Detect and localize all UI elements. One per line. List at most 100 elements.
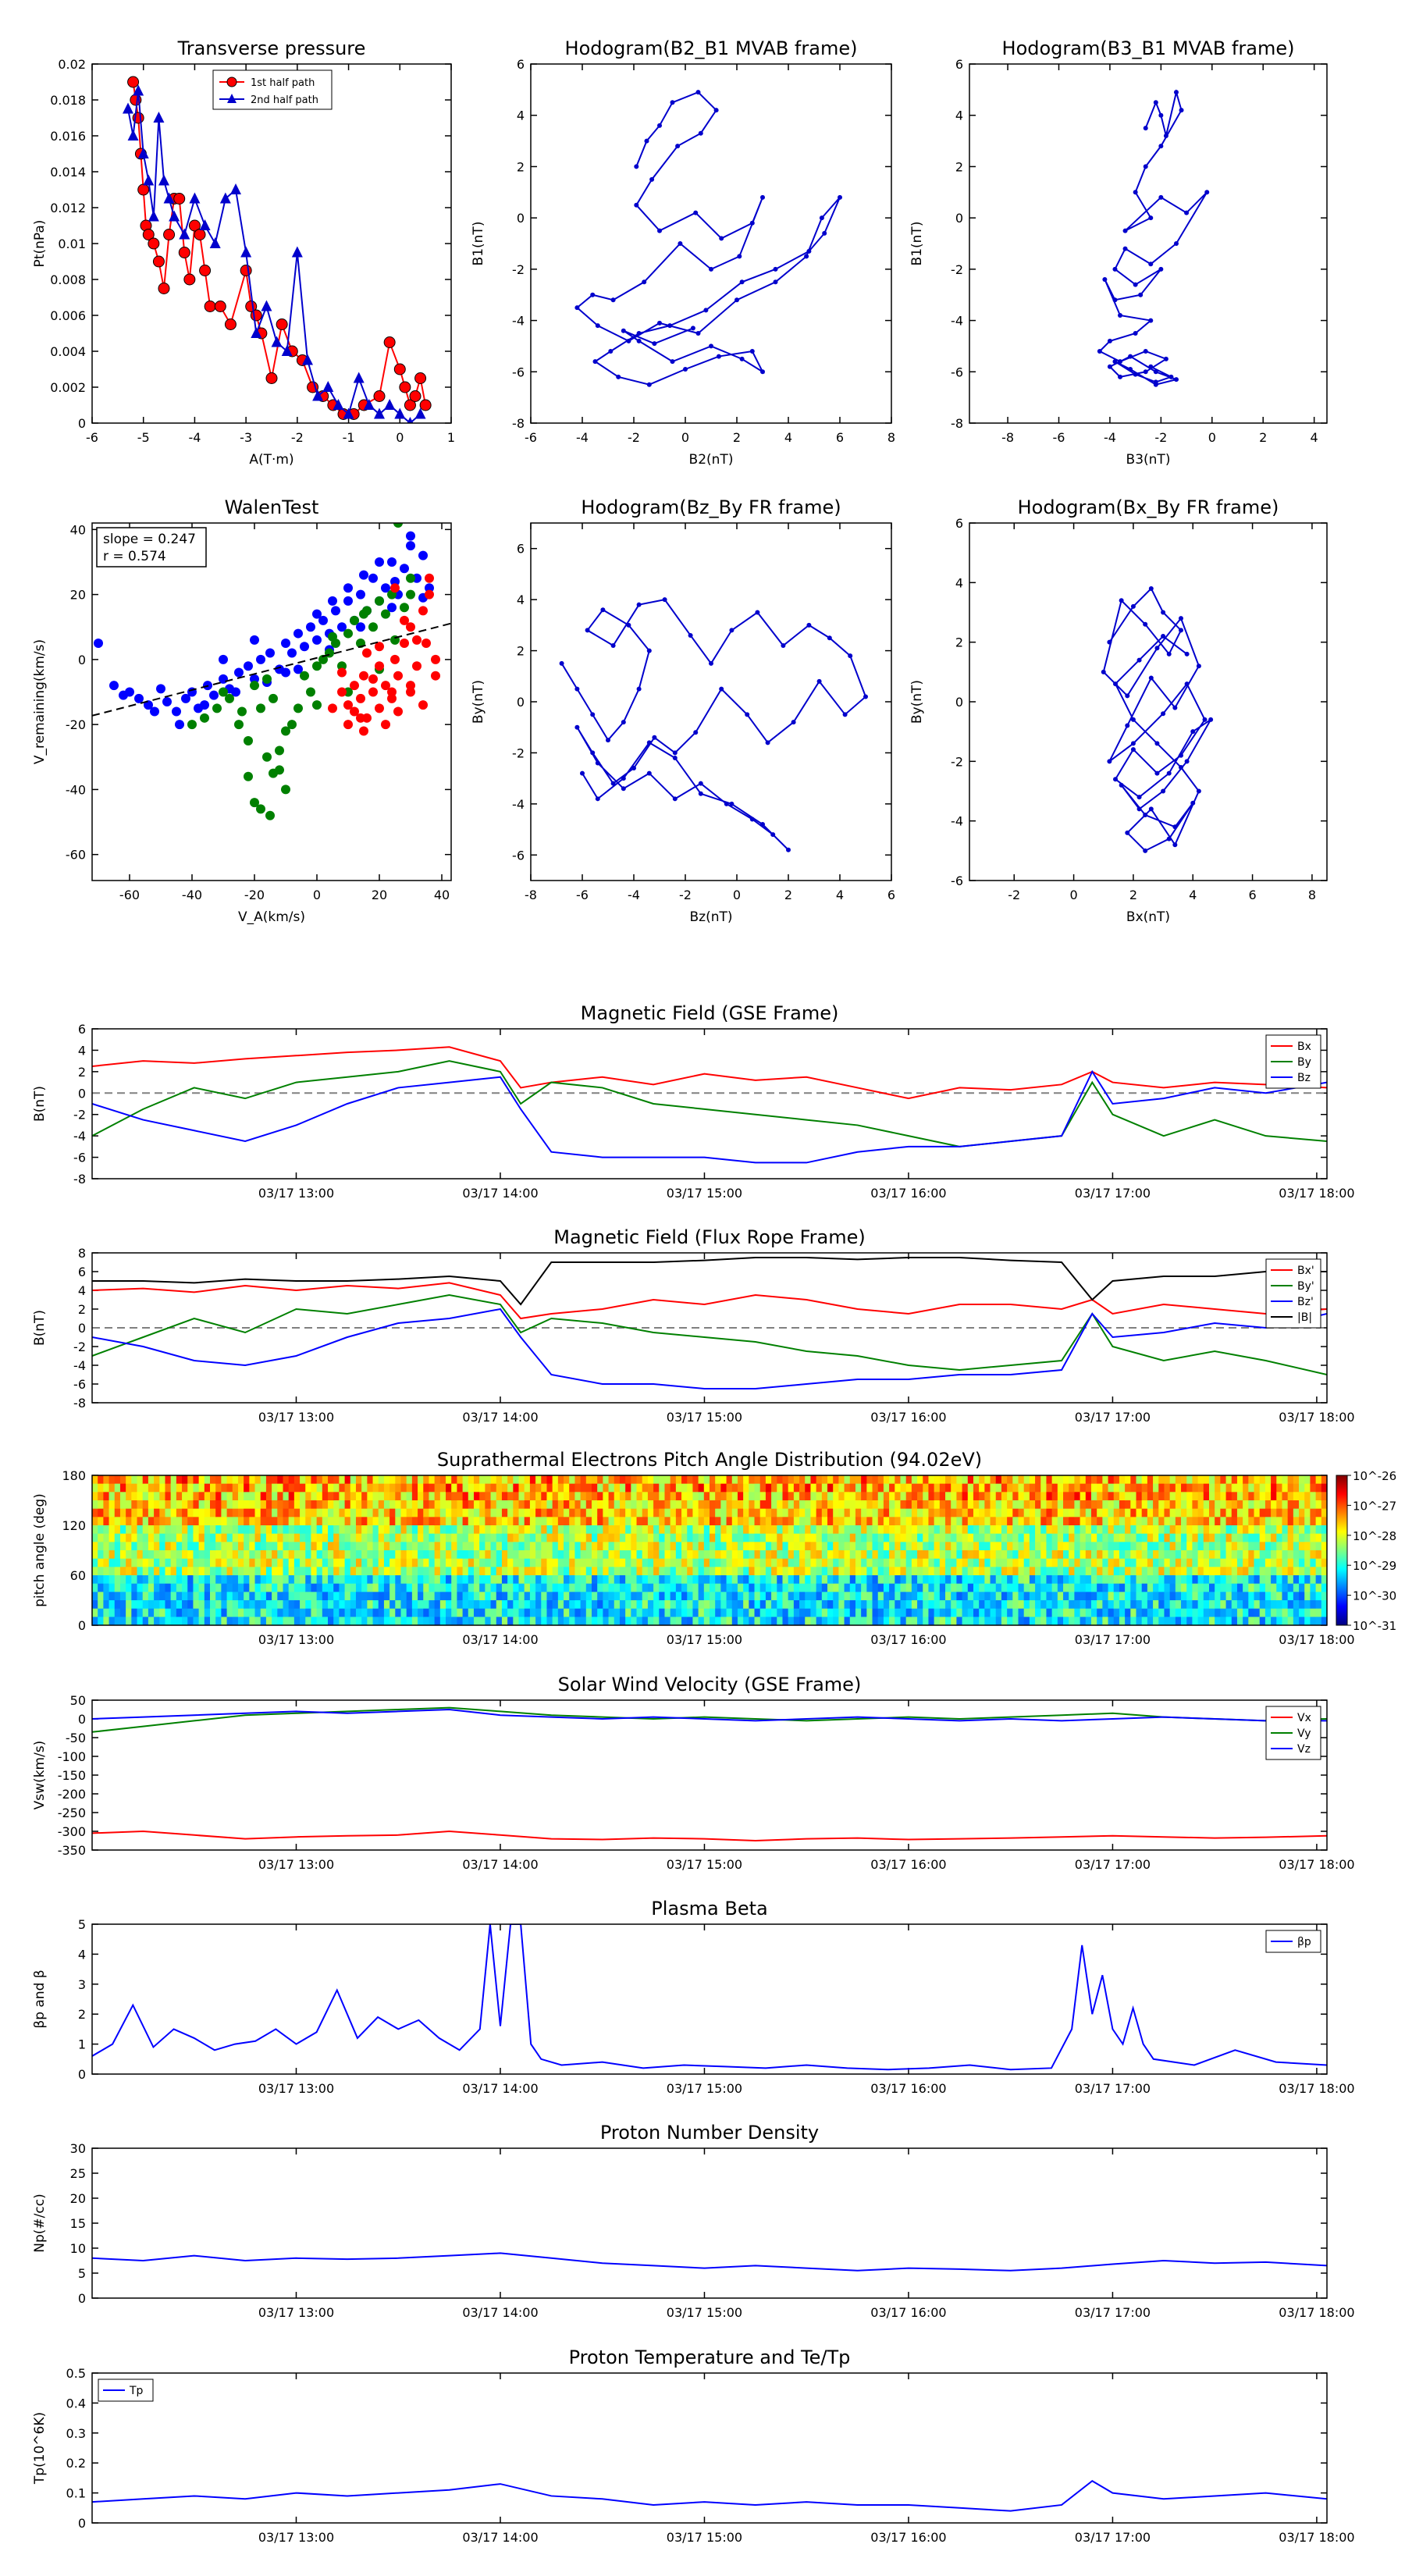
heatmap-cell [911,1483,918,1493]
heatmap-cell [928,1550,935,1560]
heatmap-cell [710,1567,716,1576]
heatmap-cell [119,1517,126,1526]
heatmap-cell [1147,1558,1154,1567]
heatmap-cell [249,1608,256,1617]
heatmap-cell [187,1617,194,1625]
heatmap-cell [383,1542,390,1551]
heatmap-cell [485,1492,492,1501]
heatmap-cell [1236,1492,1243,1501]
data-point [1118,359,1123,365]
heatmap-cell [546,1608,553,1617]
heatmap-cell [838,1608,845,1617]
heatmap-cell [788,1525,795,1535]
heatmap-cell [591,1567,598,1576]
heatmap-cell [866,1542,873,1551]
heatmap-cell [608,1558,615,1567]
heatmap-cell [821,1550,828,1560]
x-tick-label: 20 [372,888,387,902]
heatmap-cell [1181,1508,1187,1517]
heatmap-cell [350,1583,357,1592]
heatmap-cell [777,1567,783,1576]
heatmap-cell [1203,1533,1210,1542]
heatmap-cell [979,1558,985,1567]
heatmap-cell [720,1558,727,1567]
heatmap-cell [866,1583,873,1592]
heatmap-cell [771,1517,777,1526]
heatmap-cell [1051,1558,1058,1567]
x-tick-label: 4 [1189,888,1197,902]
heatmap-cell [378,1558,385,1567]
heatmap-cell [119,1492,126,1501]
heatmap-cell [265,1500,272,1510]
heatmap-cell [283,1542,290,1551]
heatmap-cell [653,1500,660,1510]
heatmap-cell [1164,1525,1171,1535]
heatmap-cell [1040,1592,1047,1601]
series-line [92,1257,1327,1306]
heatmap-cell [1119,1483,1126,1493]
heatmap-cell [1125,1500,1131,1510]
heatmap-cell [631,1567,638,1576]
heatmap-cell [777,1583,783,1592]
heatmap-cell [788,1542,795,1551]
data-point [1130,717,1136,722]
data-point [1125,693,1130,699]
heatmap-cell [810,1592,817,1601]
heatmap-cell [619,1542,626,1551]
data-point [646,382,652,387]
heatmap-cell [585,1558,592,1567]
heatmap-cell [395,1475,401,1485]
data-point [343,720,353,730]
heatmap-cell [204,1558,211,1567]
x-axis-label: Bz(nT) [689,909,732,925]
heatmap-cell [653,1550,660,1560]
heatmap-cell [670,1533,677,1542]
heatmap-cell [165,1475,172,1485]
data-point [188,219,201,232]
heatmap-cell [1023,1608,1030,1617]
heatmap-cell [782,1575,789,1585]
heatmap-cell [137,1592,144,1601]
heatmap-cell [670,1592,677,1601]
heatmap-cell [328,1617,334,1625]
heatmap-cell [1259,1500,1266,1510]
heatmap-cell [1051,1608,1058,1617]
heatmap-cell [557,1608,564,1617]
heatmap-cell [726,1600,733,1610]
data-point [781,643,786,649]
heatmap-cell [861,1475,867,1485]
heatmap-cell [782,1567,789,1576]
heatmap-cell [855,1550,862,1560]
heatmap-cell [529,1575,536,1585]
heatmap-cell [131,1575,138,1585]
heatmap-cell [244,1558,250,1567]
heatmap-cell [411,1583,418,1592]
heatmap-cell [305,1492,311,1501]
heatmap-cell [877,1508,884,1517]
heatmap-cell [1125,1617,1131,1625]
heatmap-cell [103,1567,110,1576]
heatmap-cell [928,1517,935,1526]
data-point [1107,639,1112,645]
heatmap-cell [726,1475,733,1485]
x-tick-label: 03/17 17:00 [1075,2530,1151,2545]
heatmap-cell [529,1567,536,1576]
heatmap-cell [1035,1517,1041,1526]
data-point [363,399,375,410]
heatmap-cell [119,1483,126,1493]
heatmap-cell [872,1592,879,1601]
heatmap-cell [749,1600,756,1610]
heatmap-cell [406,1542,413,1551]
heatmap-cell [653,1617,660,1625]
heatmap-cell [1074,1592,1081,1601]
heatmap-cell [737,1483,744,1493]
heatmap-cell [990,1475,997,1485]
heatmap-cell [142,1475,149,1485]
heatmap-cell [995,1608,1002,1617]
heatmap-cell [244,1517,250,1526]
heatmap-cell [1018,1483,1025,1493]
data-point [431,654,440,664]
heatmap-cell [928,1525,935,1535]
x-tick-label: 03/17 17:00 [1075,1857,1151,1872]
heatmap-cell [126,1542,132,1551]
